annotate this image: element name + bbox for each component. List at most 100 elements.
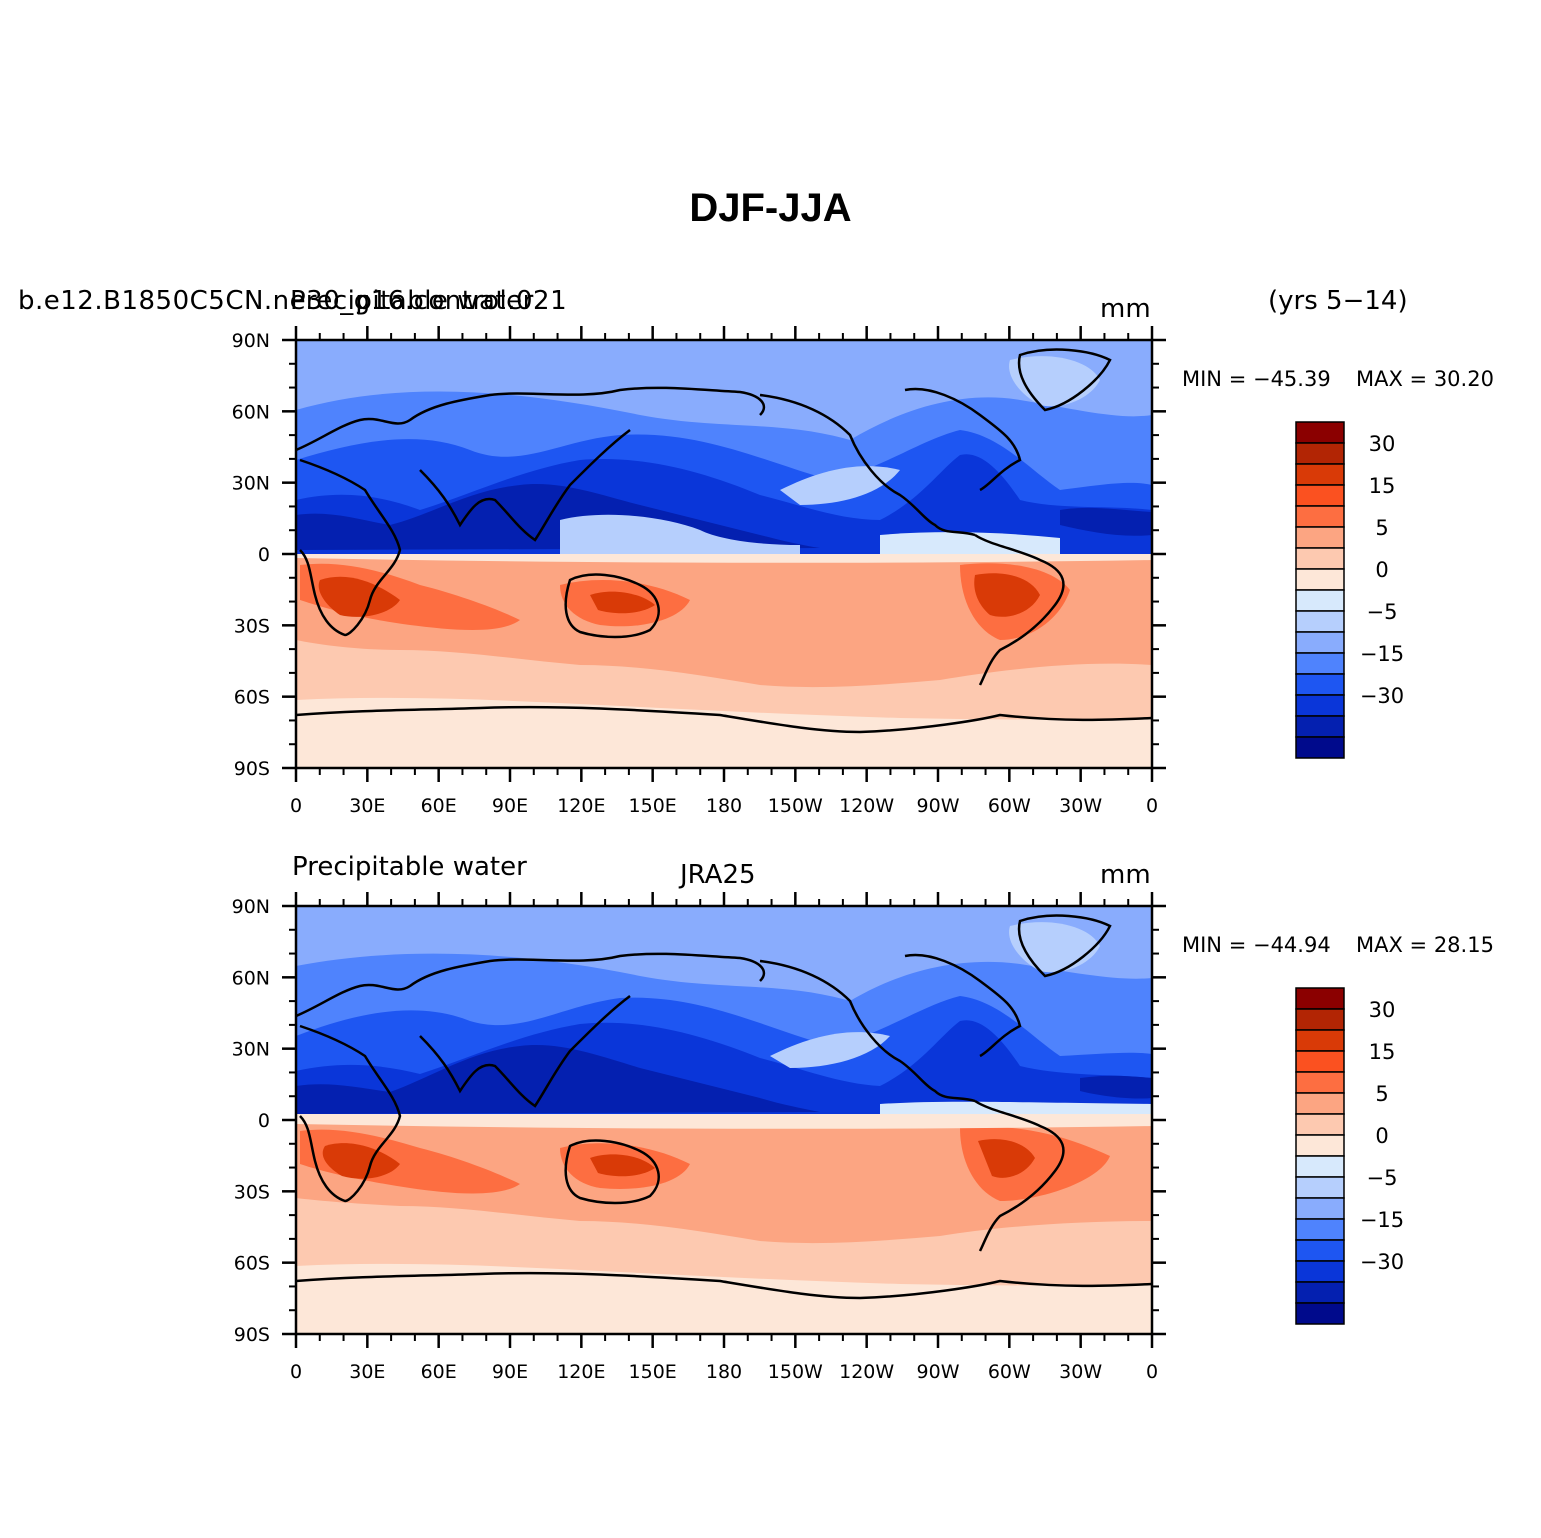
lon-tick-label: 90W (917, 1361, 960, 1383)
colorbar-label: 0 (1375, 558, 1388, 582)
colorbar-label: −15 (1360, 1208, 1404, 1232)
lon-tick-label: 150W (768, 1361, 823, 1383)
colorbar-swatch (1295, 484, 1345, 507)
coastlines (296, 914, 1152, 1300)
colorbar-label: 15 (1369, 474, 1396, 498)
colorbar-label: 5 (1375, 516, 1388, 540)
colorbar-label: 0 (1375, 1124, 1388, 1148)
colorbar-swatch (1295, 694, 1345, 717)
panel2-variable-label: Precipitable water (292, 852, 527, 882)
panel2-dataset-label: JRA25 (680, 860, 756, 890)
lat-tick-label: 60S (234, 687, 270, 709)
map-axes: 90N 60N 30N 0 30S 60S 90S 0 30E 60E 90E 120E 150E 180… (232, 326, 1166, 817)
panel1-years-label: (yrs 5−14) (1268, 286, 1408, 316)
colorbar-swatch (1295, 1176, 1345, 1199)
coastlines (296, 348, 1152, 734)
panel1-units-label: mm (1100, 294, 1151, 324)
lon-tick-label: 150W (768, 795, 823, 817)
panel1-min-label: MIN = −45.39 (1182, 367, 1331, 391)
lat-tick-label: 30S (234, 615, 270, 637)
lat-tick-label: 60N (232, 401, 270, 423)
colorbar-swatch (1295, 610, 1345, 633)
lon-tick-label: 90W (917, 795, 960, 817)
lon-tick-label: 120W (839, 795, 894, 817)
colorbar-swatch (1295, 505, 1345, 528)
colorbar-swatch (1295, 1155, 1345, 1178)
colorbar-swatch (1295, 568, 1345, 591)
lon-tick-label: 60W (988, 795, 1031, 817)
panel2-max-label: MAX = 28.15 (1356, 933, 1494, 957)
lon-tick-label: 0 (290, 795, 302, 817)
colorbar-swatch (1295, 1029, 1345, 1052)
lon-tick-label: 90E (492, 1361, 528, 1383)
map-axes: 90N 60N 30N 0 30S 60S 90S 0 30E 60E 90E 120E 150E 180… (232, 892, 1166, 1383)
lon-tick-label: 0 (1146, 1361, 1158, 1383)
colorbar-swatch (1295, 463, 1345, 486)
panel2-min-label: MIN = −44.94 (1182, 933, 1331, 957)
lon-tick-label: 120W (839, 1361, 894, 1383)
lat-tick-label: 60N (232, 967, 270, 989)
colorbar-swatch (1295, 526, 1345, 549)
lon-tick-label: 150E (629, 1361, 677, 1383)
colorbar-swatch (1295, 1218, 1345, 1241)
colorbar-label: 5 (1375, 1082, 1388, 1106)
lon-tick-label: 30W (1059, 795, 1102, 817)
colorbar-swatch (1295, 1071, 1345, 1094)
panel2-units-label: mm (1100, 860, 1151, 890)
colorbar-swatch (1295, 1092, 1345, 1115)
colorbar-1: 30 15 5 0 −5 −15 −30 (1295, 421, 1404, 759)
map-panel-2: 90N 60N 30N 0 30S 60S 90S 0 30E 60E 90E 120E 150E 180… (232, 892, 1166, 1383)
colorbar-label: −15 (1360, 642, 1404, 666)
colorbar-swatch (1295, 652, 1345, 675)
colorbar-swatch (1295, 442, 1345, 465)
lon-tick-label: 150E (629, 795, 677, 817)
colorbar-label: −30 (1360, 684, 1404, 708)
colorbar-swatch (1295, 1281, 1345, 1304)
lat-tick-label: 0 (258, 1110, 270, 1132)
panel1-max-label: MAX = 30.20 (1356, 367, 1494, 391)
colorbar-swatch (1295, 715, 1345, 738)
colorbar-swatch (1295, 1239, 1345, 1262)
main-title: DJF-JJA (689, 186, 852, 230)
colorbar-label: −30 (1360, 1250, 1404, 1274)
lon-tick-label: 120E (557, 1361, 605, 1383)
colorbar-swatch (1295, 987, 1345, 1010)
lon-tick-label: 180 (706, 795, 742, 817)
colorbar-swatch (1295, 673, 1345, 696)
colorbar-label: 30 (1369, 432, 1396, 456)
lat-tick-label: 90N (232, 330, 270, 352)
colorbar-swatch (1295, 421, 1345, 444)
lat-tick-label: 30N (232, 1039, 270, 1061)
lat-tick-label: 90N (232, 896, 270, 918)
lon-tick-label: 30W (1059, 1361, 1102, 1383)
panel1-variable-label: Precipitable water (290, 286, 534, 316)
lon-tick-label: 0 (290, 1361, 302, 1383)
colorbar-swatch (1295, 1260, 1345, 1283)
lon-tick-label: 120E (557, 795, 605, 817)
map-panel-1: 90N 60N 30N 0 30S 60S 90S 0 30E 60E 90E 120E 150E 180… (232, 326, 1166, 817)
colorbar-swatch (1295, 547, 1345, 570)
colorbar-label: 15 (1369, 1040, 1396, 1064)
lon-tick-label: 90E (492, 795, 528, 817)
lon-tick-label: 0 (1146, 795, 1158, 817)
colorbar-swatch (1295, 736, 1345, 759)
contour-field (296, 906, 1152, 1334)
lon-tick-label: 60E (421, 1361, 457, 1383)
colorbar-swatch (1295, 1113, 1345, 1136)
lat-tick-label: 90S (234, 1324, 270, 1346)
lon-tick-label: 30E (349, 1361, 385, 1383)
colorbar-label: 30 (1369, 998, 1396, 1022)
colorbar-swatch (1295, 631, 1345, 654)
lat-tick-label: 90S (234, 758, 270, 780)
lat-tick-label: 60S (234, 1253, 270, 1275)
colorbar-swatch (1295, 1197, 1345, 1220)
colorbar-swatch (1295, 1008, 1345, 1031)
colorbar-swatch (1295, 589, 1345, 612)
lon-tick-label: 180 (706, 1361, 742, 1383)
colorbar-2: 30 15 5 0 −5 −15 −30 (1295, 987, 1404, 1325)
panel1-case-label: b.e12.B1850C5CN.ne30_g16.control.021 (18, 286, 568, 316)
colorbar-swatch (1295, 1302, 1345, 1325)
colorbar-swatch (1295, 1050, 1345, 1073)
lat-tick-label: 30S (234, 1181, 270, 1203)
colorbar-label: −5 (1367, 600, 1398, 624)
